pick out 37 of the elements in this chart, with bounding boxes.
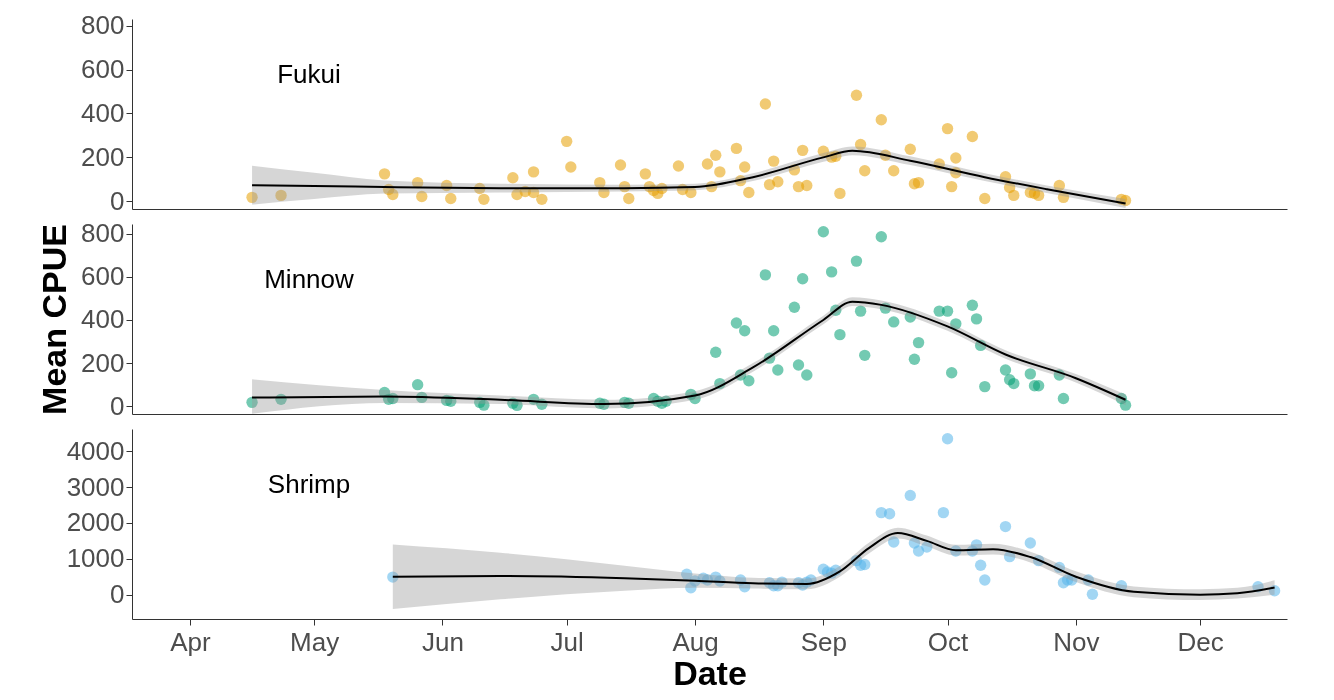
y-tick-label: 600 bbox=[81, 54, 125, 85]
point bbox=[974, 559, 987, 571]
y-tick-label: 400 bbox=[81, 97, 125, 128]
y-tick-label: 400 bbox=[81, 304, 125, 335]
y-tick-label: 200 bbox=[81, 141, 125, 172]
x-tick-label: Nov bbox=[1053, 626, 1100, 657]
y-tick-label: 0 bbox=[110, 390, 125, 421]
x-tick-label: May bbox=[290, 626, 340, 657]
point bbox=[904, 489, 916, 502]
point bbox=[1024, 537, 1037, 549]
point bbox=[941, 433, 954, 445]
x-tick-label: Sep bbox=[800, 626, 847, 657]
y-tick-label: 4000 bbox=[66, 435, 125, 466]
x-tick-label: Dec bbox=[1177, 626, 1224, 657]
y-tick-label: 800 bbox=[81, 218, 125, 249]
y-tick-label: 1000 bbox=[66, 543, 125, 574]
x-tick-label: Oct bbox=[927, 626, 970, 657]
point bbox=[859, 558, 871, 571]
y-tick-label: 0 bbox=[110, 579, 125, 610]
y-tick-label: 3000 bbox=[66, 471, 125, 502]
x-tick-label: Jul bbox=[550, 626, 584, 657]
text: Fukui bbox=[277, 59, 341, 89]
point bbox=[1086, 588, 1099, 600]
point bbox=[999, 520, 1012, 533]
point bbox=[883, 507, 896, 520]
y-axis-title: Mean CPUE bbox=[35, 224, 74, 415]
x-tick-label: Jun bbox=[422, 626, 464, 657]
text: Minnow bbox=[264, 264, 355, 294]
x-tick-label: Apr bbox=[170, 626, 212, 657]
y-tick-label: 600 bbox=[81, 261, 125, 292]
y-tick-label: 0 bbox=[110, 185, 125, 216]
point bbox=[979, 574, 991, 586]
y-tick-label: 800 bbox=[81, 10, 125, 41]
y-tick-label: 200 bbox=[81, 347, 125, 378]
text: Shrimp bbox=[267, 469, 351, 499]
y-tick-label: 2000 bbox=[66, 507, 125, 538]
point bbox=[937, 506, 950, 519]
